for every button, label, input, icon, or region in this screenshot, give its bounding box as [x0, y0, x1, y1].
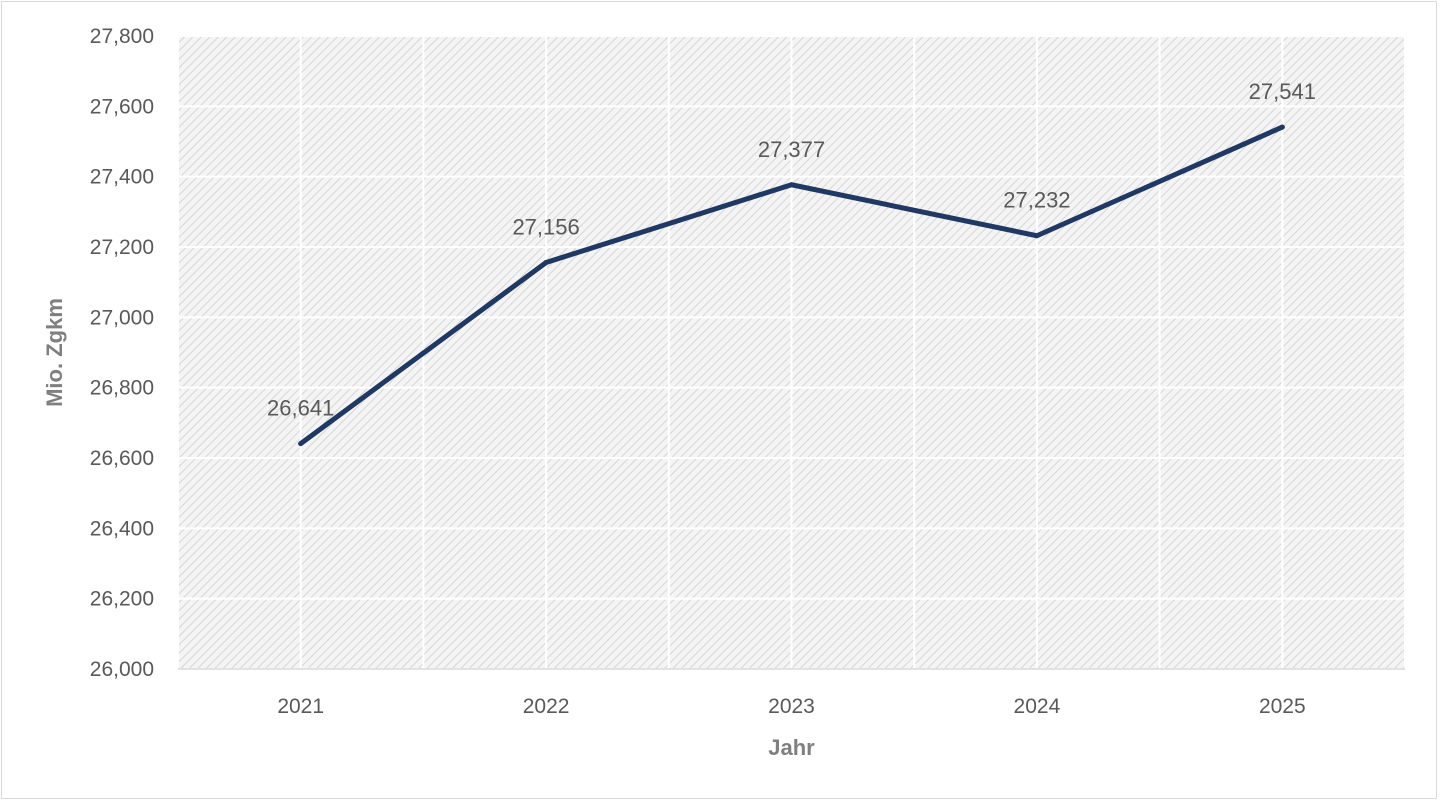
y-tick-label: 27,000	[90, 306, 154, 329]
data-label: 27,377	[758, 137, 825, 162]
data-label: 27,541	[1249, 79, 1316, 104]
x-tick-label: 2025	[1259, 695, 1306, 718]
x-axis-ticks: 2021 2022 2023 2024 2025	[277, 695, 1305, 718]
y-axis-ticks: 26,000 26,200 26,400 26,600 26,800 27,000 27,2…	[90, 25, 154, 681]
data-point	[298, 441, 304, 447]
data-point	[1279, 124, 1285, 130]
data-label: 27,232	[1003, 188, 1070, 213]
y-tick-label: 27,200	[90, 236, 154, 259]
y-tick-label: 26,400	[90, 517, 154, 540]
y-tick-label: 26,800	[90, 377, 154, 400]
y-tick-label: 26,600	[90, 447, 154, 470]
y-tick-label: 27,800	[90, 25, 154, 48]
gridlines	[177, 35, 1406, 670]
x-tick-label: 2023	[768, 695, 815, 718]
y-tick-label: 26,000	[90, 658, 154, 681]
data-point	[1034, 233, 1040, 239]
x-tick-label: 2024	[1014, 695, 1061, 718]
data-labels: 26,641 27,156 27,377 27,232 27,541	[267, 79, 1316, 421]
data-label: 27,156	[512, 214, 579, 239]
x-axis-title: Jahr	[768, 735, 815, 760]
y-tick-label: 27,400	[90, 166, 154, 189]
x-tick-label: 2022	[523, 695, 570, 718]
series-group	[298, 124, 1285, 447]
x-tick-label: 2021	[277, 695, 324, 718]
y-tick-label: 26,200	[90, 588, 154, 611]
y-axis-title: Mio. Zgkm	[42, 298, 67, 407]
data-label: 26,641	[267, 396, 334, 421]
data-point	[789, 182, 794, 188]
data-point	[543, 259, 549, 265]
y-tick-label: 27,600	[90, 95, 154, 118]
